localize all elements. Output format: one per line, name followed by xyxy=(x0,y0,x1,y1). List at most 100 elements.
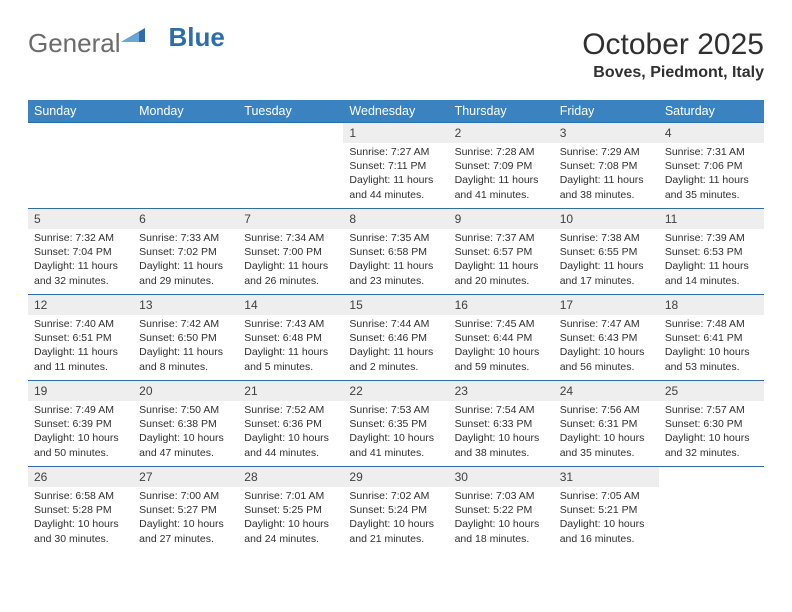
day-number: 24 xyxy=(554,381,659,401)
calendar-day-cell: 19Sunrise: 7:49 AMSunset: 6:39 PMDayligh… xyxy=(28,381,133,467)
calendar-day-cell: 21Sunrise: 7:52 AMSunset: 6:36 PMDayligh… xyxy=(238,381,343,467)
day-number: 7 xyxy=(238,209,343,229)
day-number: 15 xyxy=(343,295,448,315)
day-body: Sunrise: 7:42 AMSunset: 6:50 PMDaylight:… xyxy=(133,315,238,378)
day-header: Sunday xyxy=(28,100,133,123)
day-number: 14 xyxy=(238,295,343,315)
calendar-day-cell: 10Sunrise: 7:38 AMSunset: 6:55 PMDayligh… xyxy=(554,209,659,295)
day-body: Sunrise: 7:28 AMSunset: 7:09 PMDaylight:… xyxy=(449,143,554,206)
day-body: Sunrise: 7:27 AMSunset: 7:11 PMDaylight:… xyxy=(343,143,448,206)
day-body: Sunrise: 6:58 AMSunset: 5:28 PMDaylight:… xyxy=(28,487,133,550)
calendar-day-cell: 24Sunrise: 7:56 AMSunset: 6:31 PMDayligh… xyxy=(554,381,659,467)
calendar-body: 1Sunrise: 7:27 AMSunset: 7:11 PMDaylight… xyxy=(28,123,764,553)
calendar-day-cell: 27Sunrise: 7:00 AMSunset: 5:27 PMDayligh… xyxy=(133,467,238,553)
day-number: 31 xyxy=(554,467,659,487)
day-number: 4 xyxy=(659,123,764,143)
calendar-day-cell: 15Sunrise: 7:44 AMSunset: 6:46 PMDayligh… xyxy=(343,295,448,381)
calendar-day-cell: 25Sunrise: 7:57 AMSunset: 6:30 PMDayligh… xyxy=(659,381,764,467)
calendar-week-row: 1Sunrise: 7:27 AMSunset: 7:11 PMDaylight… xyxy=(28,123,764,209)
day-number: 2 xyxy=(449,123,554,143)
day-body: Sunrise: 7:48 AMSunset: 6:41 PMDaylight:… xyxy=(659,315,764,378)
calendar-day-cell: 29Sunrise: 7:02 AMSunset: 5:24 PMDayligh… xyxy=(343,467,448,553)
logo-triangle-icon xyxy=(121,18,145,49)
calendar-day-cell: 28Sunrise: 7:01 AMSunset: 5:25 PMDayligh… xyxy=(238,467,343,553)
calendar-day-cell: 7Sunrise: 7:34 AMSunset: 7:00 PMDaylight… xyxy=(238,209,343,295)
day-body: Sunrise: 7:34 AMSunset: 7:00 PMDaylight:… xyxy=(238,229,343,292)
calendar-day-cell: 2Sunrise: 7:28 AMSunset: 7:09 PMDaylight… xyxy=(449,123,554,209)
day-body: Sunrise: 7:35 AMSunset: 6:58 PMDaylight:… xyxy=(343,229,448,292)
day-number: 17 xyxy=(554,295,659,315)
logo-text-gray: General xyxy=(28,28,121,59)
day-body: Sunrise: 7:02 AMSunset: 5:24 PMDaylight:… xyxy=(343,487,448,550)
calendar-day-cell: 11Sunrise: 7:39 AMSunset: 6:53 PMDayligh… xyxy=(659,209,764,295)
day-number: 27 xyxy=(133,467,238,487)
calendar-day-cell: 9Sunrise: 7:37 AMSunset: 6:57 PMDaylight… xyxy=(449,209,554,295)
day-number: 25 xyxy=(659,381,764,401)
day-body: Sunrise: 7:38 AMSunset: 6:55 PMDaylight:… xyxy=(554,229,659,292)
day-number: 5 xyxy=(28,209,133,229)
day-body: Sunrise: 7:31 AMSunset: 7:06 PMDaylight:… xyxy=(659,143,764,206)
calendar-day-cell: 20Sunrise: 7:50 AMSunset: 6:38 PMDayligh… xyxy=(133,381,238,467)
calendar-day-cell: 31Sunrise: 7:05 AMSunset: 5:21 PMDayligh… xyxy=(554,467,659,553)
calendar-day-cell xyxy=(133,123,238,209)
calendar-day-cell: 16Sunrise: 7:45 AMSunset: 6:44 PMDayligh… xyxy=(449,295,554,381)
calendar-day-cell: 1Sunrise: 7:27 AMSunset: 7:11 PMDaylight… xyxy=(343,123,448,209)
calendar-day-cell: 12Sunrise: 7:40 AMSunset: 6:51 PMDayligh… xyxy=(28,295,133,381)
calendar-day-cell: 17Sunrise: 7:47 AMSunset: 6:43 PMDayligh… xyxy=(554,295,659,381)
day-body: Sunrise: 7:03 AMSunset: 5:22 PMDaylight:… xyxy=(449,487,554,550)
day-number: 3 xyxy=(554,123,659,143)
calendar-day-cell: 3Sunrise: 7:29 AMSunset: 7:08 PMDaylight… xyxy=(554,123,659,209)
day-body: Sunrise: 7:00 AMSunset: 5:27 PMDaylight:… xyxy=(133,487,238,550)
day-body: Sunrise: 7:01 AMSunset: 5:25 PMDaylight:… xyxy=(238,487,343,550)
day-body: Sunrise: 7:40 AMSunset: 6:51 PMDaylight:… xyxy=(28,315,133,378)
day-body: Sunrise: 7:05 AMSunset: 5:21 PMDaylight:… xyxy=(554,487,659,550)
calendar-day-cell: 22Sunrise: 7:53 AMSunset: 6:35 PMDayligh… xyxy=(343,381,448,467)
calendar-day-cell: 18Sunrise: 7:48 AMSunset: 6:41 PMDayligh… xyxy=(659,295,764,381)
calendar-day-cell: 23Sunrise: 7:54 AMSunset: 6:33 PMDayligh… xyxy=(449,381,554,467)
day-body: Sunrise: 7:33 AMSunset: 7:02 PMDaylight:… xyxy=(133,229,238,292)
day-number: 13 xyxy=(133,295,238,315)
day-number: 28 xyxy=(238,467,343,487)
day-number: 23 xyxy=(449,381,554,401)
day-number: 21 xyxy=(238,381,343,401)
logo-text-blue: Blue xyxy=(169,22,225,53)
calendar-day-cell: 30Sunrise: 7:03 AMSunset: 5:22 PMDayligh… xyxy=(449,467,554,553)
calendar-day-cell: 4Sunrise: 7:31 AMSunset: 7:06 PMDaylight… xyxy=(659,123,764,209)
day-header: Wednesday xyxy=(343,100,448,123)
page: General Blue October 2025 Boves, Piedmon… xyxy=(0,0,792,553)
day-body: Sunrise: 7:45 AMSunset: 6:44 PMDaylight:… xyxy=(449,315,554,378)
day-number: 16 xyxy=(449,295,554,315)
day-body: Sunrise: 7:29 AMSunset: 7:08 PMDaylight:… xyxy=(554,143,659,206)
day-header: Friday xyxy=(554,100,659,123)
day-body: Sunrise: 7:57 AMSunset: 6:30 PMDaylight:… xyxy=(659,401,764,464)
header: General Blue October 2025 Boves, Piedmon… xyxy=(28,28,764,82)
day-number: 19 xyxy=(28,381,133,401)
calendar-day-cell xyxy=(238,123,343,209)
day-body: Sunrise: 7:44 AMSunset: 6:46 PMDaylight:… xyxy=(343,315,448,378)
page-subtitle: Boves, Piedmont, Italy xyxy=(582,64,764,82)
day-number: 12 xyxy=(28,295,133,315)
page-title: October 2025 xyxy=(582,28,764,62)
day-header: Monday xyxy=(133,100,238,123)
calendar-day-cell: 26Sunrise: 6:58 AMSunset: 5:28 PMDayligh… xyxy=(28,467,133,553)
calendar-week-row: 26Sunrise: 6:58 AMSunset: 5:28 PMDayligh… xyxy=(28,467,764,553)
day-body: Sunrise: 7:43 AMSunset: 6:48 PMDaylight:… xyxy=(238,315,343,378)
title-block: October 2025 Boves, Piedmont, Italy xyxy=(582,28,764,82)
day-body: Sunrise: 7:52 AMSunset: 6:36 PMDaylight:… xyxy=(238,401,343,464)
day-number: 11 xyxy=(659,209,764,229)
calendar-day-cell: 8Sunrise: 7:35 AMSunset: 6:58 PMDaylight… xyxy=(343,209,448,295)
day-number: 26 xyxy=(28,467,133,487)
calendar-day-cell: 6Sunrise: 7:33 AMSunset: 7:02 PMDaylight… xyxy=(133,209,238,295)
day-body: Sunrise: 7:37 AMSunset: 6:57 PMDaylight:… xyxy=(449,229,554,292)
day-body: Sunrise: 7:56 AMSunset: 6:31 PMDaylight:… xyxy=(554,401,659,464)
calendar-week-row: 12Sunrise: 7:40 AMSunset: 6:51 PMDayligh… xyxy=(28,295,764,381)
day-number: 8 xyxy=(343,209,448,229)
day-number: 18 xyxy=(659,295,764,315)
day-body: Sunrise: 7:32 AMSunset: 7:04 PMDaylight:… xyxy=(28,229,133,292)
day-number: 6 xyxy=(133,209,238,229)
day-number: 22 xyxy=(343,381,448,401)
calendar-day-cell xyxy=(28,123,133,209)
day-body: Sunrise: 7:49 AMSunset: 6:39 PMDaylight:… xyxy=(28,401,133,464)
day-header: Thursday xyxy=(449,100,554,123)
calendar-week-row: 19Sunrise: 7:49 AMSunset: 6:39 PMDayligh… xyxy=(28,381,764,467)
